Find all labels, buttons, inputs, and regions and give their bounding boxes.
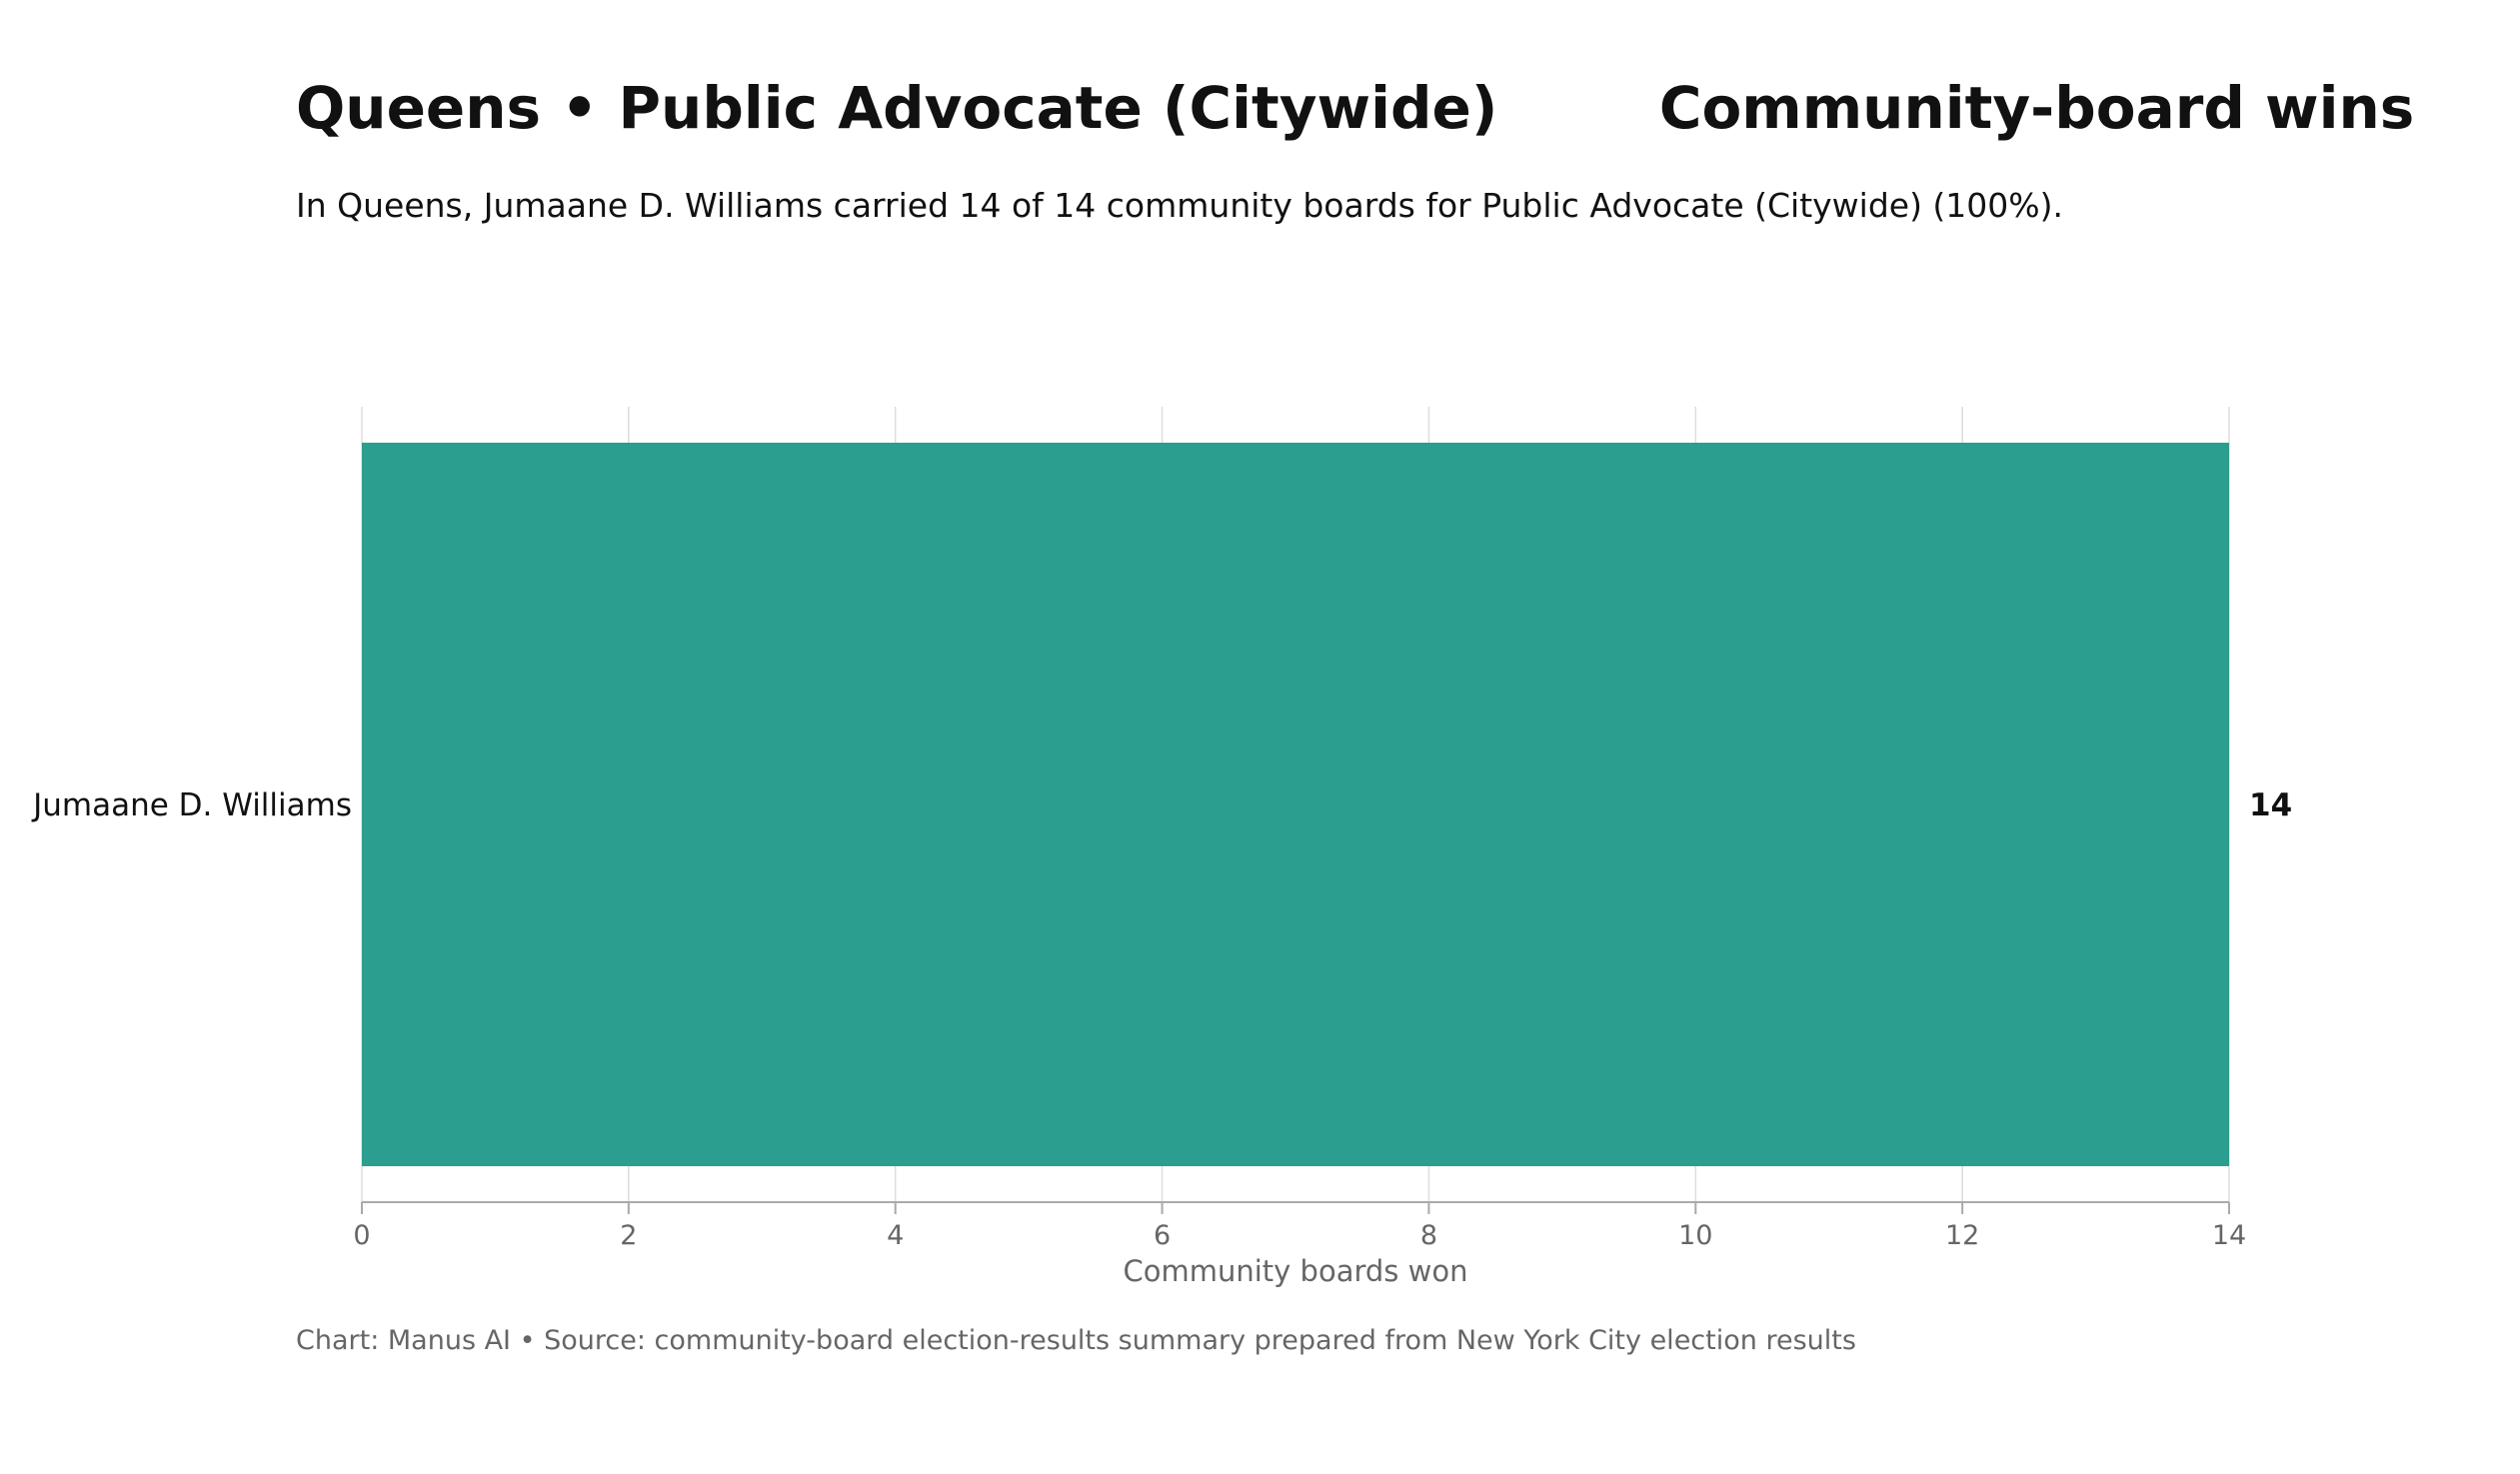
source-footer: Chart: Manus AI • Source: community-boar… bbox=[296, 1325, 1856, 1356]
x-tick-label: 4 bbox=[887, 1220, 904, 1251]
x-tick-label: 6 bbox=[1154, 1220, 1171, 1251]
value-label: 14 bbox=[2249, 787, 2292, 823]
chart-title: Queens • Public Advocate (Citywide) Comm… bbox=[296, 74, 2415, 142]
category-labels: Jumaane D. Williams bbox=[31, 787, 352, 823]
x-axis-label: Community boards won bbox=[1124, 1254, 1468, 1288]
x-ticks: 0 2 4 6 8 10 12 14 bbox=[353, 1202, 2246, 1251]
category-label: Jumaane D. Williams bbox=[31, 787, 352, 823]
chart-subtitle: In Queens, Jumaane D. Williams carried 1… bbox=[296, 186, 2064, 225]
bar bbox=[362, 443, 2229, 1166]
value-labels: 14 bbox=[2249, 787, 2292, 823]
x-tick-label: 14 bbox=[2212, 1220, 2246, 1251]
x-tick-label: 8 bbox=[1420, 1220, 1437, 1251]
bars bbox=[362, 443, 2229, 1166]
x-tick-label: 0 bbox=[353, 1220, 370, 1251]
x-tick-label: 12 bbox=[1945, 1220, 1979, 1251]
x-tick-label: 2 bbox=[620, 1220, 637, 1251]
x-tick-label: 10 bbox=[1678, 1220, 1712, 1251]
